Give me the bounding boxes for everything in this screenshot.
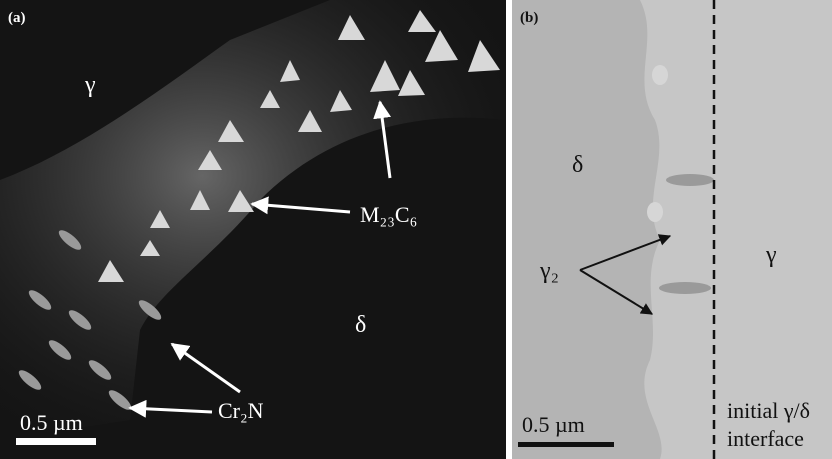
precipitate-label: M₂₃C₆: [360, 202, 417, 227]
phase-label: δ: [355, 312, 366, 338]
panel-b: (b) δ γ₂ γ initial γ/δ interface 0.5 µm: [512, 0, 832, 459]
scale-bar: [518, 442, 614, 447]
panel-label: (a): [8, 10, 26, 26]
scale-bar: [16, 438, 96, 445]
phase-label: γ: [765, 242, 777, 268]
interface-label: initial γ/δ: [727, 398, 810, 423]
scale-bar-label: 0.5 µm: [522, 412, 585, 437]
page: (a) γ M₂₃C₆ δ Cr₂N 0.5 µm (b) δ γ₂ γ ini…: [0, 0, 832, 459]
panel-a: (a) γ M₂₃C₆ δ Cr₂N 0.5 µm: [0, 0, 506, 459]
panel-label: (b): [520, 10, 538, 26]
phase-label: γ: [84, 72, 96, 98]
precipitate-label: Cr₂N: [218, 398, 264, 423]
phase-label: δ: [572, 152, 583, 178]
phase-label: γ₂: [539, 258, 559, 284]
gamma-region: [640, 0, 832, 459]
interface-label: interface: [727, 426, 804, 451]
figure: (a) γ M₂₃C₆ δ Cr₂N 0.5 µm (b) δ γ₂ γ ini…: [0, 0, 832, 459]
scale-bar-label: 0.5 µm: [20, 410, 83, 435]
